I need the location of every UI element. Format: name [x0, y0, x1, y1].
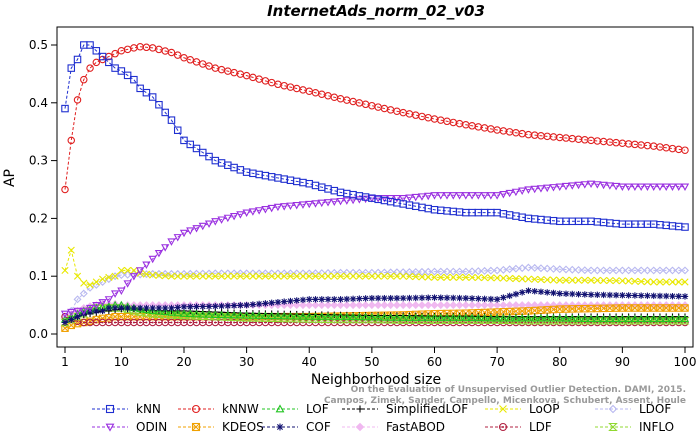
- y-tick-label: 0.2: [29, 211, 48, 225]
- legend-item-loop: LoOP: [485, 402, 560, 416]
- x-tick-label: 60: [427, 355, 442, 369]
- series-markers: [61, 287, 689, 326]
- legend-label: kNNW: [222, 402, 259, 416]
- legend-label: COF: [306, 420, 331, 434]
- x-tick-label: 50: [364, 355, 379, 369]
- series-markers: [60, 180, 690, 319]
- legend-label: kNN: [136, 402, 161, 416]
- series-markers: [61, 42, 689, 194]
- legend: kNN kNNW LOF SimplifiedLOF LoOP LDOF ODIN KDEOS…: [92, 402, 674, 434]
- legend-item-knn: kNN: [92, 402, 161, 416]
- series-layer: [60, 41, 690, 332]
- x-tick-label: 80: [552, 355, 567, 369]
- y-axis-label: AP: [2, 169, 18, 187]
- legend-label: LoOP: [529, 402, 560, 416]
- legend-item-cof: COF: [262, 420, 331, 434]
- watermark-line-1: On the Evaluation of Unsupervised Outlie…: [351, 385, 686, 395]
- y-tick-label: 0.3: [29, 154, 48, 168]
- chart-title: InternetAds_norm_02_v03: [267, 2, 485, 20]
- watermark-line-2: Campos, Zimek, Sander, Campello, Micenko…: [324, 396, 686, 406]
- series-knn: [61, 41, 689, 231]
- plot-frame: [56, 26, 694, 348]
- legend-item-kdeos: KDEOS: [178, 420, 264, 434]
- legend-item-fastabod: FastABOD: [342, 420, 445, 434]
- x-axis-label: Neighborhood size: [311, 372, 441, 388]
- x-tick-label: 10: [114, 355, 129, 369]
- legend-item-ldof: LDOF: [595, 402, 671, 416]
- legend-label: LOF: [306, 402, 329, 416]
- series-markers: [61, 41, 689, 231]
- x-tick-label: 40: [302, 355, 317, 369]
- x-tick-label: 70: [489, 355, 504, 369]
- y-tick-label: 0.0: [29, 327, 48, 341]
- legend-item-inflo: INFLO: [595, 420, 674, 434]
- legend-label: SimplifiedLOF: [386, 402, 468, 416]
- legend-item-knnw: kNNW: [178, 402, 259, 416]
- x-tick-label: 90: [615, 355, 630, 369]
- series-line: [64, 248, 685, 286]
- series-markers: [61, 246, 689, 289]
- x-tick-label: 100: [674, 355, 697, 369]
- x-tick-label: 20: [176, 355, 191, 369]
- legend-item-simplifiedlof: SimplifiedLOF: [342, 402, 468, 416]
- legend-item-ldf: LDF: [485, 420, 552, 434]
- x-tick-label: 1: [61, 355, 69, 369]
- series-cof: [61, 287, 689, 326]
- series-line: [64, 46, 686, 190]
- series-loop: [61, 246, 689, 289]
- y-tick-label: 0.4: [29, 96, 48, 110]
- legend-label: LDF: [529, 420, 552, 434]
- x-axis: 1 10 20 30 40 50 60 70 80 90 100: [61, 347, 696, 369]
- x-tick-label: 30: [239, 355, 254, 369]
- y-axis: 0.0 0.1 0.2 0.3 0.4 0.5: [29, 38, 57, 341]
- legend-item-lof: LOF: [262, 402, 329, 416]
- y-tick-label: 0.1: [29, 269, 48, 283]
- legend-label: LDOF: [639, 402, 671, 416]
- series-ldof: [61, 263, 689, 321]
- y-tick-label: 0.5: [29, 38, 48, 52]
- legend-label: ODIN: [136, 420, 167, 434]
- legend-label: INFLO: [639, 420, 674, 434]
- series-lof: [60, 300, 690, 323]
- series-markers: [61, 263, 689, 321]
- legend-item-odin: ODIN: [92, 420, 167, 434]
- legend-label: FastABOD: [386, 420, 445, 434]
- series-line: [64, 304, 685, 321]
- legend-label: KDEOS: [222, 420, 264, 434]
- series-knnw: [61, 42, 689, 194]
